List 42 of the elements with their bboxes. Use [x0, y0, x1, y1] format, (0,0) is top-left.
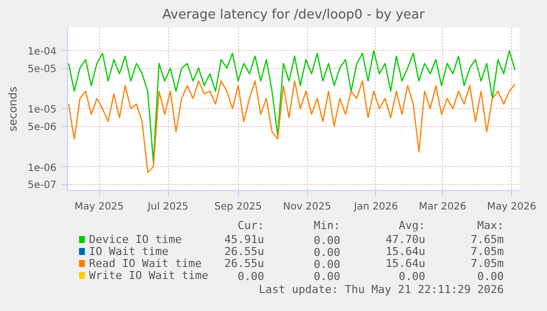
text: 7.05m: [470, 245, 504, 258]
text: 0.00: [477, 270, 504, 283]
y-axis-title: seconds: [6, 86, 20, 132]
text: 15.64u: [386, 245, 426, 258]
text: 0.00: [314, 270, 340, 283]
text: 7.05m: [470, 257, 504, 270]
legend-label: Write IO Wait time: [88, 269, 208, 282]
x-tick-label: May 2026: [486, 202, 536, 212]
text: 7.65m: [470, 233, 504, 246]
line-series: [68, 80, 516, 173]
text: Last update: Thu May 21 22:11:29 2026: [258, 283, 504, 296]
y-tick-label: 5e-05: [28, 64, 57, 76]
text: 0.00: [314, 246, 340, 259]
x-tick-label: Mar 2026: [418, 202, 466, 212]
x-tick-label: Sep 2025: [214, 202, 262, 212]
y-tick-label: 5e-06: [28, 122, 57, 134]
text: 45.91u: [224, 233, 264, 246]
x-tick-label: Nov 2025: [282, 202, 332, 212]
legend-label: IO Wait time: [88, 245, 168, 258]
text: 26.55u: [224, 257, 264, 270]
text: 0.00: [314, 234, 340, 247]
text: 26.55u: [224, 245, 264, 258]
y-tick-label: 1e-04: [28, 46, 57, 58]
text: 0.00: [398, 270, 426, 283]
legend-label: Read IO Wait time: [88, 257, 202, 270]
text: 0.00: [314, 258, 340, 271]
text: Avg:: [398, 219, 426, 232]
x-tick-label: Jul 2025: [146, 202, 188, 212]
text: Cur:: [238, 219, 264, 232]
y-tick-label: 1e-05: [28, 104, 57, 116]
y-tick-label: 1e-06: [28, 162, 57, 174]
x-tick-label: Jan 2026: [352, 202, 398, 212]
y-tick-label: 5e-07: [28, 180, 57, 192]
text: 0.00: [238, 270, 264, 283]
chart-title: Average latency for /dev/loop0 - by year: [162, 8, 426, 22]
text: 15.64u: [386, 257, 426, 270]
legend-label: Device IO time: [88, 233, 182, 246]
text: 47.70u: [386, 233, 426, 246]
line-series: [68, 50, 516, 163]
x-tick-label: May 2025: [74, 202, 124, 212]
text: Max:: [477, 219, 504, 232]
text: Min:: [314, 219, 340, 232]
